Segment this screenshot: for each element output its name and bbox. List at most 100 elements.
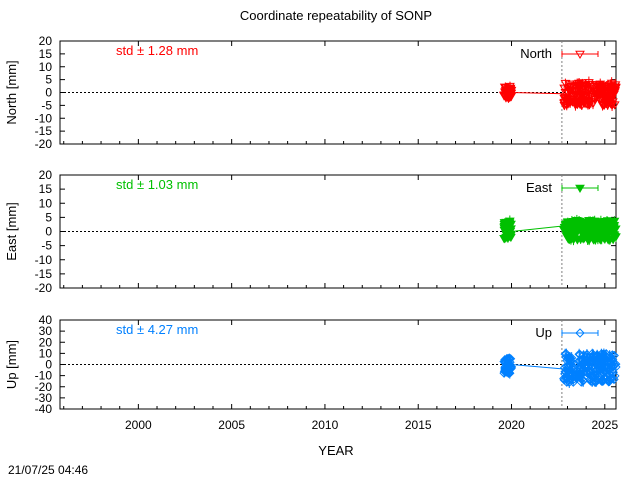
data-point — [563, 100, 574, 109]
data-point — [505, 368, 515, 378]
data-point — [590, 358, 600, 369]
data-point — [570, 90, 581, 100]
legend-marker — [575, 328, 585, 338]
data-point — [594, 84, 605, 93]
data-point — [574, 79, 584, 89]
y-tick-label: -30 — [35, 391, 53, 405]
series-connector — [511, 92, 564, 95]
y-tick-label: -20 — [35, 380, 53, 394]
data-point — [584, 79, 594, 88]
data-point — [579, 85, 590, 94]
data-point — [564, 360, 575, 370]
y-axis-label: North [mm] — [4, 60, 19, 124]
data-point — [598, 351, 608, 361]
data-point — [572, 236, 583, 245]
y-tick-label: 30 — [39, 324, 53, 338]
data-point — [592, 224, 603, 234]
y-tick-label: -10 — [35, 111, 53, 125]
y-tick-label: 20 — [39, 335, 53, 349]
x-tick-label: 2015 — [405, 418, 432, 432]
data-point — [586, 93, 597, 102]
std-label: std ± 4.27 mm — [116, 322, 198, 337]
y-tick-label: 10 — [39, 196, 53, 210]
data-point — [577, 374, 587, 384]
y-tick-label: 20 — [39, 168, 53, 182]
x-tick-label: 2020 — [498, 418, 525, 432]
data-point — [585, 374, 596, 384]
legend-marker — [575, 50, 585, 59]
series-connector — [511, 225, 564, 232]
y-tick-label: 0 — [45, 86, 52, 100]
data-point — [589, 88, 599, 97]
data-point — [610, 371, 620, 381]
std-label: std ± 1.28 mm — [116, 43, 198, 58]
data-point — [582, 350, 592, 360]
data-point — [568, 96, 578, 105]
x-tick-label: 2010 — [312, 418, 339, 432]
data-point — [611, 362, 621, 372]
data-point — [563, 227, 574, 237]
y-tick-label: 5 — [45, 210, 52, 224]
y-tick-label: 15 — [39, 182, 53, 196]
std-label: std ± 1.03 mm — [116, 177, 198, 192]
data-point — [563, 89, 574, 99]
data-point — [602, 218, 612, 228]
data-point — [559, 375, 569, 385]
y-axis-label: East [mm] — [4, 202, 19, 261]
x-tick-label: 2005 — [218, 418, 245, 432]
data-point — [504, 223, 515, 232]
data-point — [561, 367, 571, 377]
data-point — [583, 365, 593, 376]
y-tick-label: -15 — [35, 124, 53, 138]
x-tick-label: 2025 — [591, 418, 618, 432]
legend-label: Up — [535, 325, 552, 340]
data-point — [598, 368, 608, 378]
data-point — [560, 349, 570, 359]
data-point — [578, 358, 588, 368]
data-point — [606, 82, 617, 91]
data-point — [576, 370, 586, 381]
data-point — [592, 91, 602, 100]
y-axis-label: Up [mm] — [4, 340, 19, 389]
y-tick-label: 5 — [45, 73, 52, 87]
data-point — [595, 236, 606, 245]
data-point — [595, 361, 606, 371]
legend-marker — [575, 184, 585, 193]
y-tick-label: -5 — [41, 239, 52, 253]
y-tick-label: -5 — [41, 98, 52, 112]
data-point — [503, 227, 514, 237]
y-tick-label: -40 — [35, 402, 53, 416]
data-point — [596, 376, 607, 386]
data-point — [603, 99, 613, 108]
legend-label: East — [526, 180, 552, 195]
data-point — [596, 89, 607, 99]
y-tick-label: 40 — [39, 313, 53, 327]
data-point — [585, 217, 596, 226]
data-point — [585, 86, 595, 95]
data-point — [564, 80, 575, 89]
data-point — [570, 99, 581, 108]
data-point — [582, 235, 593, 244]
data-point — [566, 353, 577, 363]
data-point — [505, 361, 516, 372]
data-point — [591, 374, 601, 385]
data-point — [559, 102, 570, 111]
x-axis-label: YEAR — [318, 443, 353, 458]
data-point — [560, 223, 570, 233]
legend-label: North — [520, 46, 552, 61]
y-tick-label: -20 — [35, 137, 53, 151]
data-point — [572, 222, 583, 231]
y-tick-label: 10 — [39, 60, 53, 74]
y-tick-label: 15 — [39, 47, 53, 61]
data-point — [610, 225, 621, 234]
data-point — [596, 349, 607, 359]
data-point — [584, 101, 595, 110]
data-point — [604, 365, 614, 375]
y-tick-label: -20 — [35, 281, 53, 295]
data-point — [601, 222, 611, 232]
